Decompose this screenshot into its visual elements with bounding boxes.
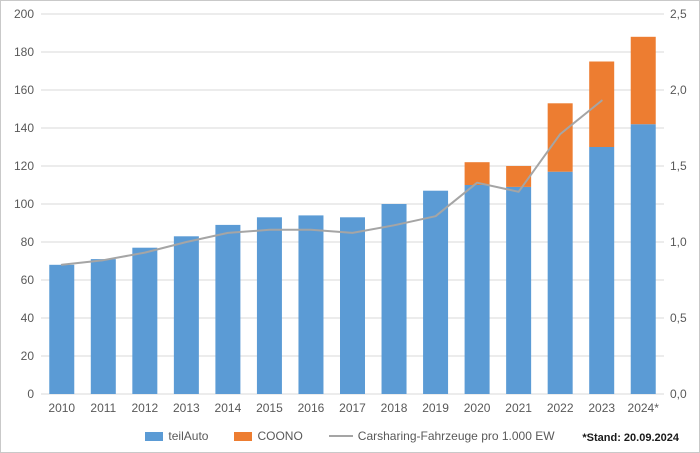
- bar-coono-2023: [589, 61, 615, 147]
- left-axis-tick-label: 20: [21, 349, 35, 363]
- x-axis-label: 2017: [339, 401, 366, 415]
- x-axis-label: 2016: [298, 401, 325, 415]
- x-axis-label: 2010: [48, 401, 75, 415]
- left-axis-tick-label: 100: [14, 197, 34, 211]
- x-axis-label: 2011: [90, 401, 116, 415]
- right-axis-tick-label: 2,0: [670, 83, 687, 97]
- bar-teilauto-2011: [90, 259, 116, 394]
- x-axis-label: 2013: [173, 401, 200, 415]
- legend-item-carsharing-rate: Carsharing-Fahrzeuge pro 1.000 EW: [328, 429, 555, 443]
- legend-label-teilauto: teilAuto: [168, 429, 209, 443]
- left-axis-tick-label: 80: [21, 235, 35, 249]
- x-axis-label: 2022: [547, 401, 574, 415]
- teilauto-swatch-icon: [145, 431, 164, 441]
- bar-teilauto-2018: [381, 204, 407, 394]
- x-axis-label: 2018: [381, 401, 408, 415]
- bar-coono-2021: [506, 166, 532, 187]
- left-axis-tick-label: 180: [14, 45, 34, 59]
- left-axis-tick-label: 60: [21, 273, 35, 287]
- bar-coono-2024*: [630, 36, 656, 125]
- bar-teilauto-2021: [506, 186, 532, 394]
- x-axis-label: 2012: [131, 401, 158, 415]
- x-axis-label: 2014: [215, 401, 242, 415]
- bar-teilauto-2013: [173, 236, 199, 394]
- bar-teilauto-2014: [215, 224, 241, 394]
- x-axis-label: 2023: [588, 401, 615, 415]
- x-axis-label: 2015: [256, 401, 283, 415]
- bar-teilauto-2016: [298, 215, 324, 394]
- bar-coono-2022: [547, 103, 573, 172]
- bar-teilauto-2019: [423, 190, 449, 394]
- left-axis-tick-label: 0: [27, 387, 34, 401]
- x-axis-label: 2021: [505, 401, 532, 415]
- line-swatch-icon: [328, 435, 353, 437]
- left-axis-tick-label: 40: [21, 311, 35, 325]
- legend-item-teilauto: teilAuto: [145, 429, 208, 443]
- x-axis-label: 2019: [422, 401, 449, 415]
- x-axis-label: 2024*: [628, 401, 660, 415]
- coono-swatch-icon: [234, 431, 253, 441]
- right-axis-tick-label: 2,5: [670, 7, 687, 21]
- legend-label-coono: COONO: [257, 429, 303, 443]
- bar-teilauto-2010: [49, 264, 75, 394]
- footnote: *Stand: 20.09.2024: [582, 432, 679, 444]
- bar-teilauto-2015: [256, 217, 282, 394]
- bar-teilauto-2020: [464, 185, 490, 394]
- bar-teilauto-2023: [589, 147, 615, 394]
- plot-area: 0 20 40 60 80 100 120 140 160 180 200 0,0 0,5 1,0 1,5 2…: [14, 7, 687, 415]
- bar-teilauto-2017: [340, 217, 365, 394]
- carsharing-rate-line: [60, 99, 603, 266]
- legend-label-carsharing-rate: Carsharing-Fahrzeuge pro 1.000 EW: [357, 429, 555, 443]
- right-axis-tick-label: 1,5: [670, 159, 687, 173]
- bar-teilauto-2024*: [630, 124, 656, 394]
- right-axis-tick-label: 0,5: [670, 311, 687, 325]
- left-axis-tick-label: 120: [14, 159, 34, 173]
- chart-legend: teilAuto COONO Carsharing-Fahrzeuge pro …: [1, 426, 699, 446]
- left-axis-tick-label: 200: [14, 7, 34, 21]
- right-axis-tick-label: 0,0: [670, 387, 687, 401]
- left-axis-tick-label: 160: [14, 83, 34, 97]
- bar-teilauto-2022: [547, 171, 573, 394]
- bar-teilauto-2012: [132, 247, 158, 394]
- x-axis-label: 2020: [464, 401, 491, 415]
- right-axis-tick-label: 1,0: [670, 235, 687, 249]
- left-axis-tick-label: 140: [14, 121, 34, 135]
- legend-item-coono: COONO: [234, 429, 303, 443]
- bar-coono-2020: [464, 162, 490, 185]
